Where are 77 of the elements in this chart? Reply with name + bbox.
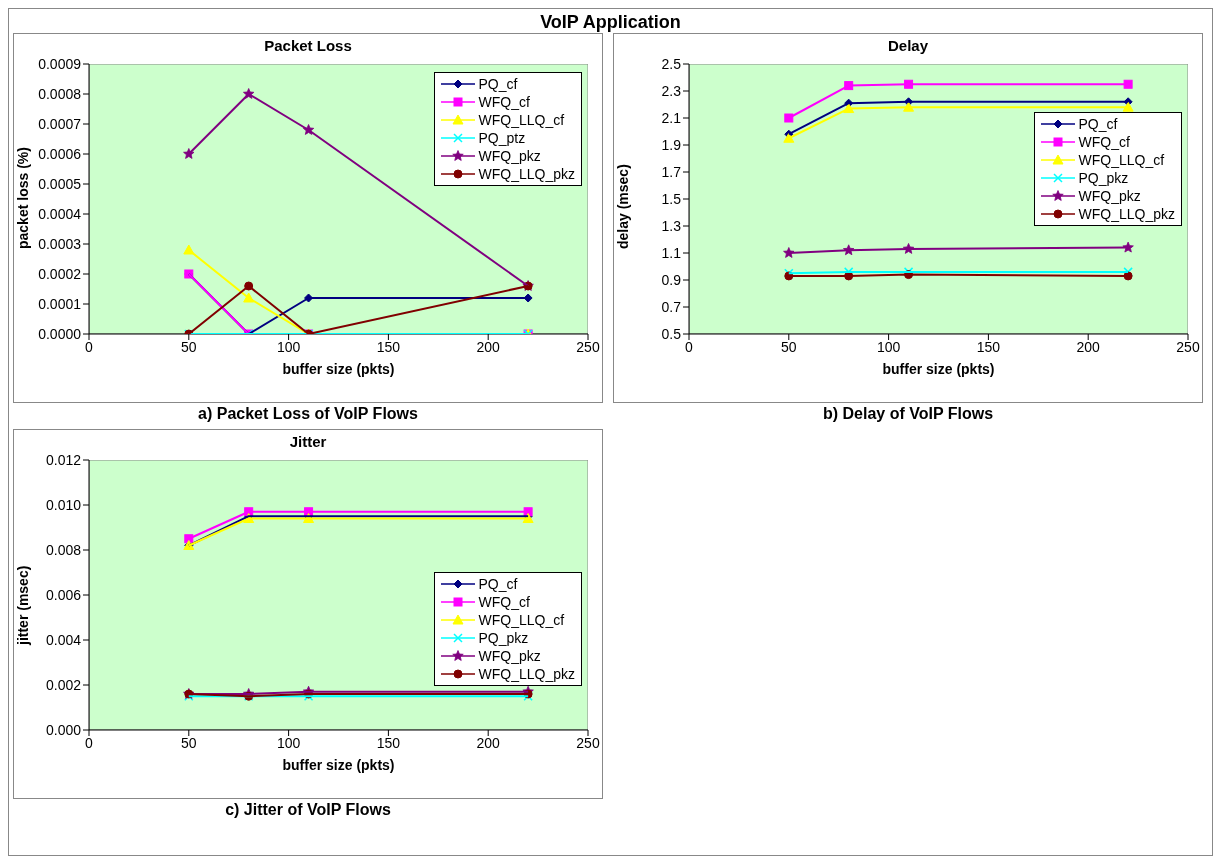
y-tick-label: 0.0003 bbox=[38, 235, 82, 252]
legend-label: PQ_cf bbox=[478, 576, 518, 592]
y-tick-label: 0.9 bbox=[661, 271, 682, 288]
legend-label: WFQ_LLQ_cf bbox=[478, 112, 565, 128]
y-tick-label: 2.3 bbox=[661, 82, 682, 99]
x-tick-label: 250 bbox=[576, 734, 600, 751]
legend-label: WFQ_LLQ_pkz bbox=[1078, 206, 1175, 222]
text: c) Jitter of VoIP Flows bbox=[224, 801, 392, 819]
y-tick-label: 0.004 bbox=[45, 631, 82, 648]
legend-label: WFQ_LLQ_pkz bbox=[478, 166, 575, 182]
y-tick-label: 0.0004 bbox=[38, 205, 82, 222]
x-tick-label: 100 bbox=[876, 338, 901, 355]
y-tick-label: 0.006 bbox=[45, 586, 82, 603]
y-tick-label: 1.5 bbox=[661, 190, 682, 207]
y-tick-label: 0.0001 bbox=[38, 295, 82, 312]
y-tick-label: 0.0005 bbox=[38, 175, 82, 192]
y-tick-label: 0.0008 bbox=[38, 85, 82, 102]
x-tick-label: 0 bbox=[85, 338, 94, 355]
legend-label: PQ_pkz bbox=[1078, 170, 1129, 186]
text: VoIP Application bbox=[539, 11, 682, 33]
chart-title: Delay bbox=[887, 36, 929, 56]
legend-label: WFQ_pkz bbox=[478, 648, 541, 664]
y-tick-label: 0.0000 bbox=[38, 325, 82, 342]
legend-label: PQ_ptz bbox=[478, 130, 526, 146]
legend-label: WFQ_LLQ_cf bbox=[478, 612, 565, 628]
y-tick-label: 0.000 bbox=[45, 721, 82, 738]
legend-label: WFQ_LLQ_cf bbox=[1078, 152, 1165, 168]
x-tick-label: 0 bbox=[85, 734, 94, 751]
legend-label: WFQ_cf bbox=[478, 594, 530, 610]
legend-label: PQ_pkz bbox=[478, 630, 529, 646]
legend-label: WFQ_cf bbox=[478, 94, 530, 110]
x-tick-label: 200 bbox=[476, 338, 501, 355]
x-tick-label: 150 bbox=[376, 338, 401, 355]
legend-label: PQ_cf bbox=[1078, 116, 1118, 132]
legend-label: PQ_cf bbox=[478, 76, 518, 92]
x-tick-label: 50 bbox=[181, 338, 197, 355]
y-axis-title: packet loss (%) bbox=[14, 147, 31, 249]
chart-title: Packet Loss bbox=[263, 36, 353, 56]
legend-label: WFQ_pkz bbox=[478, 148, 541, 164]
text: b) Delay of VoIP Flows bbox=[821, 405, 995, 423]
x-tick-label: 250 bbox=[1176, 338, 1200, 355]
y-axis-title: jitter (msec) bbox=[14, 565, 31, 646]
x-tick-label: 250 bbox=[576, 338, 600, 355]
legend-label: WFQ_cf bbox=[1078, 134, 1130, 150]
x-tick-label: 50 bbox=[781, 338, 797, 355]
y-tick-label: 1.1 bbox=[661, 244, 682, 261]
x-tick-label: 150 bbox=[976, 338, 1001, 355]
y-tick-label: 0.5 bbox=[661, 325, 682, 342]
x-tick-label: 100 bbox=[276, 734, 301, 751]
x-tick-label: 100 bbox=[276, 338, 301, 355]
x-tick-label: 0 bbox=[685, 338, 694, 355]
x-tick-label: 50 bbox=[181, 734, 197, 751]
x-tick-label: 150 bbox=[376, 734, 401, 751]
y-tick-label: 2.5 bbox=[661, 55, 682, 72]
text: a) Packet Loss of VoIP Flows bbox=[197, 405, 419, 423]
y-tick-label: 0.0007 bbox=[38, 115, 82, 132]
y-tick-label: 0.7 bbox=[661, 298, 682, 315]
y-tick-label: 1.3 bbox=[661, 217, 682, 234]
x-axis-title: buffer size (pkts) bbox=[882, 361, 995, 377]
y-tick-label: 1.9 bbox=[661, 136, 682, 153]
y-tick-label: 1.7 bbox=[661, 163, 682, 180]
y-tick-label: 0.002 bbox=[45, 676, 82, 693]
x-tick-label: 200 bbox=[1076, 338, 1101, 355]
y-tick-label: 0.0009 bbox=[38, 55, 82, 72]
x-tick-label: 200 bbox=[476, 734, 501, 751]
legend-label: WFQ_LLQ_pkz bbox=[478, 666, 575, 682]
x-axis-title: buffer size (pkts) bbox=[282, 757, 395, 773]
y-tick-label: 0.012 bbox=[45, 451, 82, 468]
y-tick-label: 0.0002 bbox=[38, 265, 82, 282]
y-tick-label: 2.1 bbox=[661, 109, 682, 126]
y-tick-label: 0.010 bbox=[45, 496, 82, 513]
legend-label: WFQ_pkz bbox=[1078, 188, 1141, 204]
x-axis-title: buffer size (pkts) bbox=[282, 361, 395, 377]
chart-title: Jitter bbox=[288, 432, 328, 452]
y-axis-title: delay (msec) bbox=[614, 164, 631, 249]
y-tick-label: 0.008 bbox=[45, 541, 82, 558]
y-tick-label: 0.0006 bbox=[38, 145, 82, 162]
